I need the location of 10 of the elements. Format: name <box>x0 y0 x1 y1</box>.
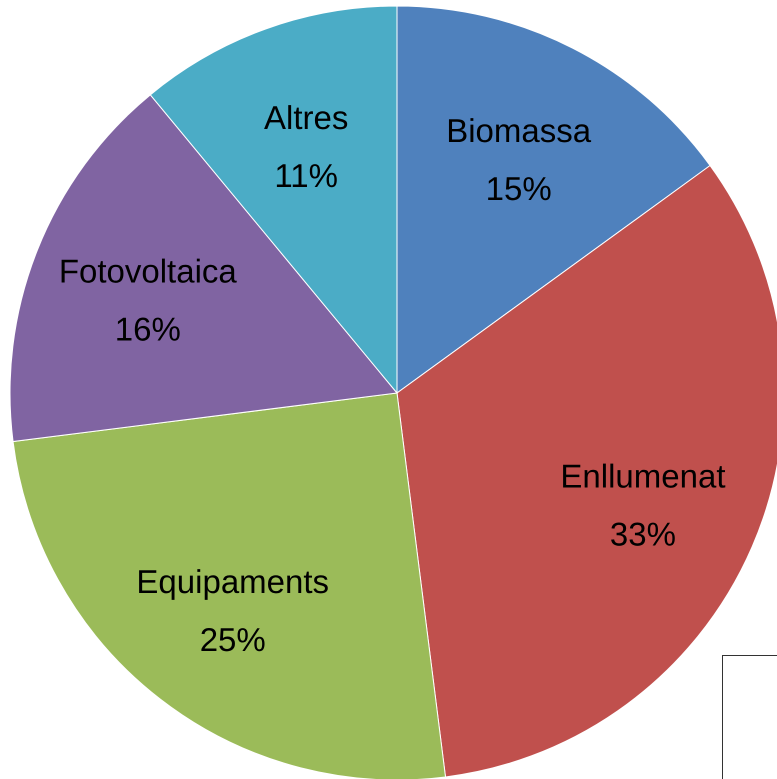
slice-label: Altres <box>264 98 348 136</box>
data-label: 15% <box>486 170 552 208</box>
slice-label: Enllumenat <box>560 457 726 494</box>
data-label: 25% <box>200 620 266 658</box>
slice-label: Biomassa <box>446 112 592 150</box>
slice-label: Fotovoltaica <box>58 252 238 290</box>
data-label: 11% <box>274 156 338 194</box>
data-label: 16% <box>114 310 181 348</box>
slice-label: Equipaments <box>136 562 330 600</box>
data-label: 33% <box>610 515 676 552</box>
